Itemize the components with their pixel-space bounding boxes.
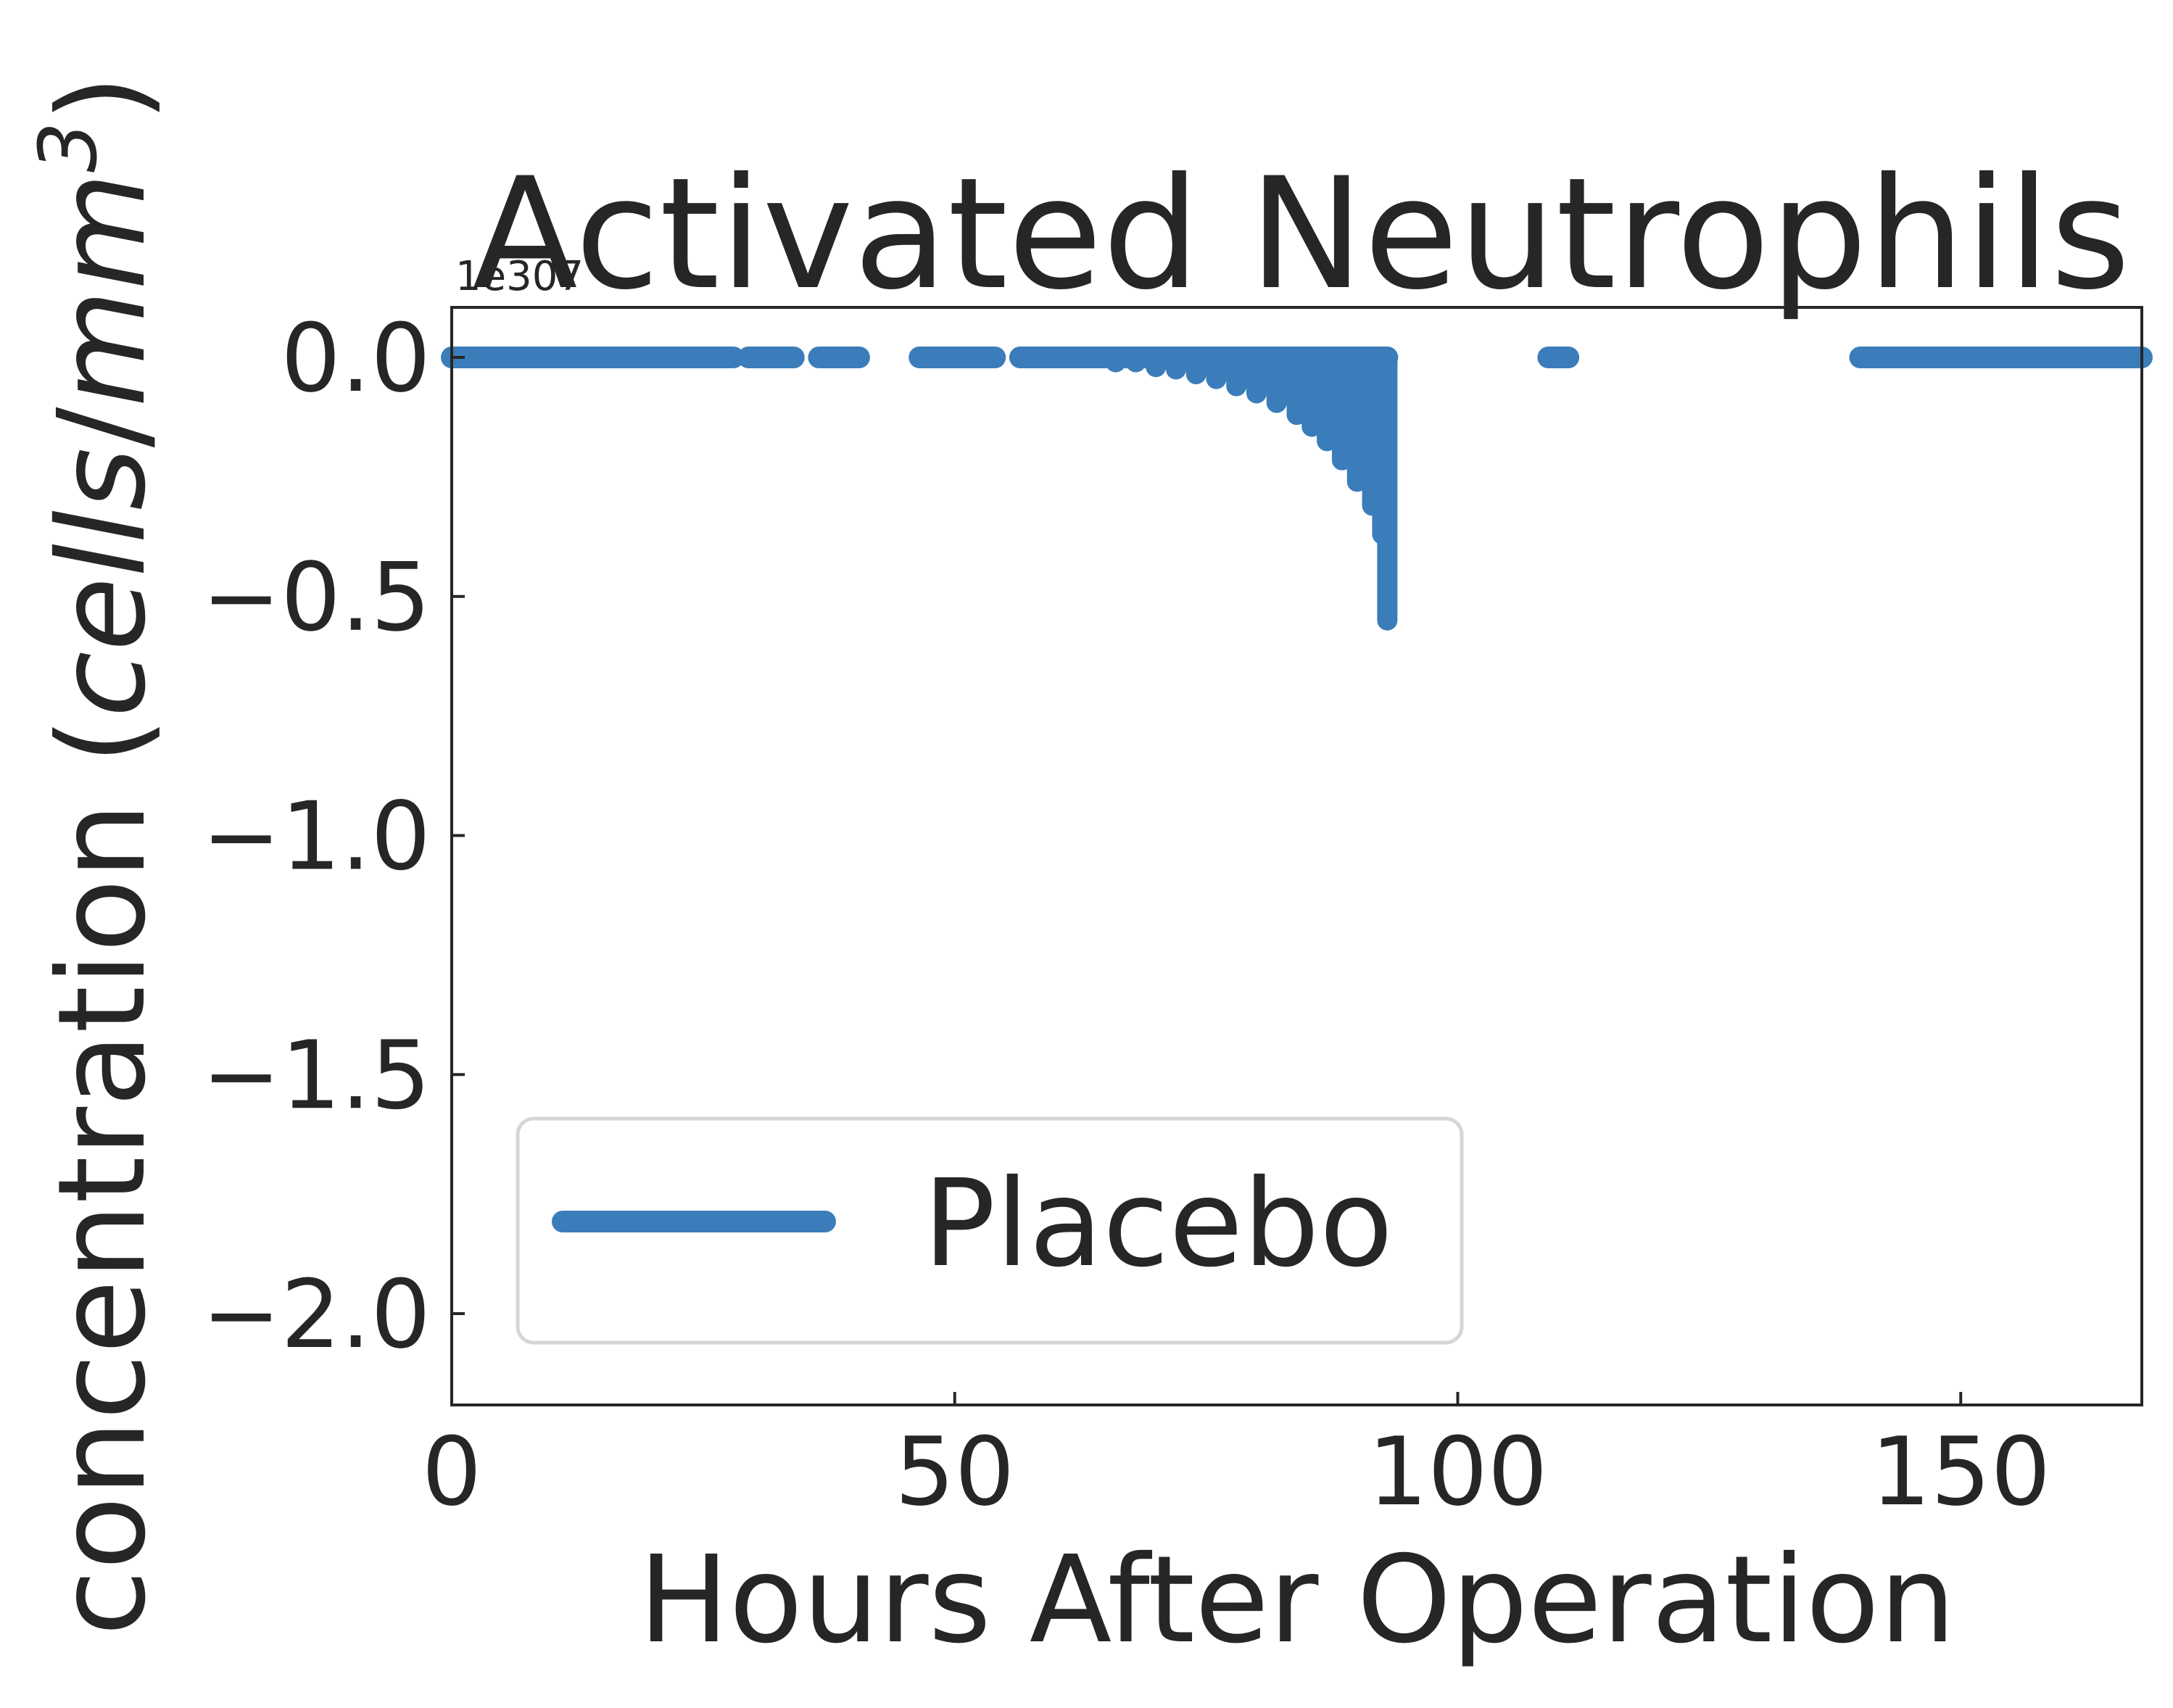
x-tick-label-2: 100 [1367, 1417, 1547, 1527]
x-tick-label-3: 150 [1871, 1417, 2050, 1527]
x-axis-label: Hours After Operation [639, 1530, 1956, 1670]
legend-label-placebo: Placebo [923, 1154, 1393, 1294]
x-tick-label-0: 0 [422, 1417, 482, 1527]
chart-title: Activated Neutrophils [473, 144, 2131, 323]
axis-ticks: 0 50 100 150 0.0 −0.5 −1.0 −1.5 −2.0 [202, 303, 2050, 1527]
y-tick-label-2: −1.0 [202, 782, 431, 892]
offset-text: 1e307 [455, 253, 584, 300]
legend: Placebo [516, 1116, 1464, 1345]
plot-area [441, 347, 2153, 631]
y-tick-label-4: −2.0 [202, 1259, 431, 1369]
y-axis-label: concentration (cells/mm3) [22, 75, 173, 1636]
legend-box [516, 1116, 1464, 1345]
x-tick-label-1: 50 [895, 1417, 1014, 1527]
y-tick-label-3: −1.5 [202, 1020, 431, 1130]
plot-frame [450, 306, 2143, 1406]
y-tick-label-1: −0.5 [202, 542, 431, 652]
y-tick-label-0: 0.0 [281, 303, 431, 413]
